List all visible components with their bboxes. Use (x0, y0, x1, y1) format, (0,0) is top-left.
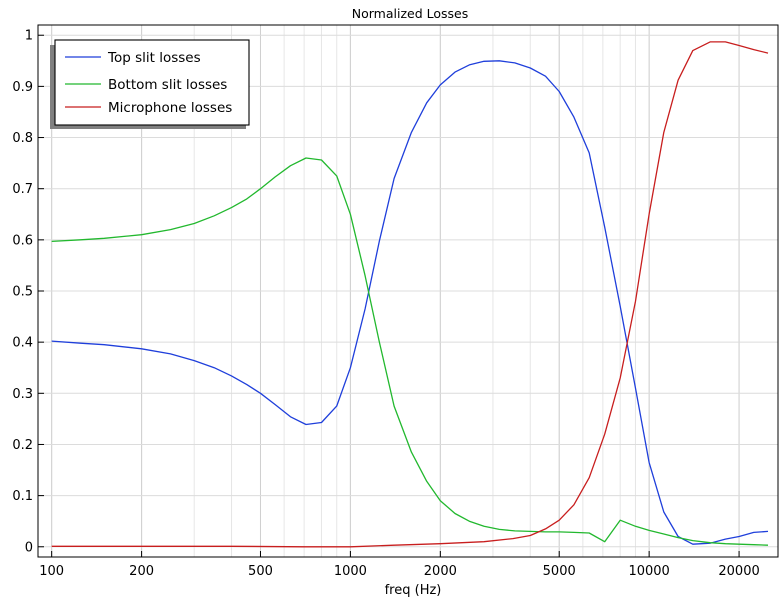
y-tick-label: 0.8 (12, 131, 33, 146)
chart-title: Normalized Losses (352, 6, 468, 21)
legend-box (54, 39, 250, 126)
legend-label-top-slit: Top slit losses (107, 50, 201, 66)
x-tick-label: 1000 (334, 564, 367, 579)
x-tick-label: 5000 (543, 564, 576, 579)
axis-ticks: 100 200 500 1000 2000 5000 10000 20000 0 0.1 0.2 0.… (12, 29, 759, 579)
y-tick-label: 0.2 (12, 438, 33, 453)
x-tick-label: 200 (129, 564, 154, 579)
series-line-bottom-slit-losses (51, 157, 769, 546)
y-tick-label: 0.1 (12, 489, 33, 504)
x-tick-label: 10000 (628, 564, 669, 579)
y-tick-label: 0.7 (12, 182, 33, 197)
x-axis-title: freq (Hz) (385, 583, 442, 598)
legend-label-bottom-slit: Bottom slit losses (108, 77, 227, 93)
y-tick-label: 0.9 (12, 80, 33, 95)
y-tick-label: 0 (25, 540, 33, 555)
x-tick-label: 2000 (424, 564, 457, 579)
series-line-top-slit-losses (51, 60, 769, 545)
legend-label-microphone: Microphone losses (108, 100, 232, 116)
y-tick-label: 0.4 (12, 336, 33, 351)
y-tick-label: 0.3 (12, 387, 33, 402)
y-tick-label: 0.5 (12, 285, 33, 300)
y-tick-label: 0.6 (12, 233, 33, 248)
data-series (51, 41, 769, 548)
series-line-microphone-losses (51, 41, 769, 548)
x-tick-label: 20000 (718, 564, 759, 579)
y-tick-label: 1 (25, 29, 33, 44)
x-tick-label: 500 (248, 564, 273, 579)
x-tick-label: 100 (39, 564, 64, 579)
legend: Top slit losses Bottom slit losses Micro… (50, 39, 250, 129)
grid-lines (38, 25, 778, 557)
